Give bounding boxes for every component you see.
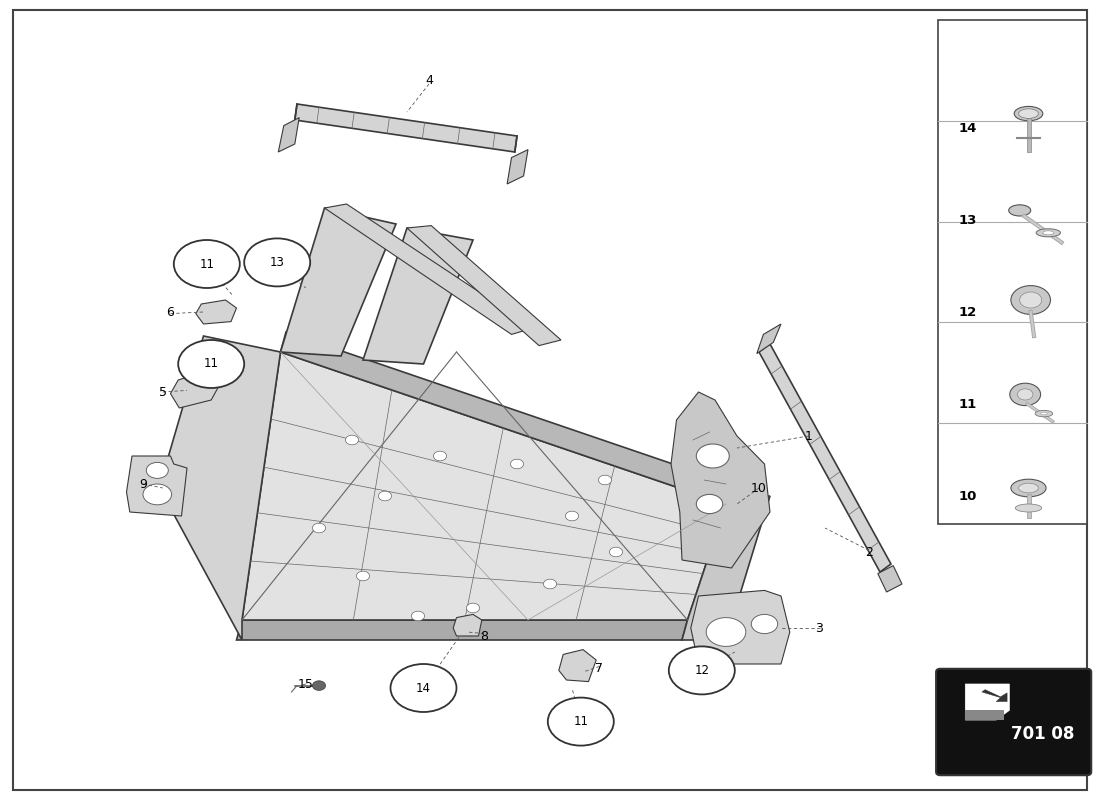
Polygon shape bbox=[242, 352, 726, 620]
Text: 10: 10 bbox=[958, 490, 977, 502]
Text: 9: 9 bbox=[139, 478, 147, 490]
Circle shape bbox=[1010, 383, 1041, 406]
Polygon shape bbox=[878, 566, 902, 592]
Circle shape bbox=[143, 484, 172, 505]
Polygon shape bbox=[196, 300, 236, 324]
Ellipse shape bbox=[1041, 413, 1047, 414]
Ellipse shape bbox=[1036, 229, 1060, 237]
Text: 2: 2 bbox=[865, 546, 873, 558]
Circle shape bbox=[378, 491, 392, 501]
Circle shape bbox=[543, 579, 557, 589]
Circle shape bbox=[146, 462, 168, 478]
Text: 7: 7 bbox=[595, 662, 604, 674]
Circle shape bbox=[411, 611, 425, 621]
Ellipse shape bbox=[1015, 504, 1042, 512]
Text: 5: 5 bbox=[158, 386, 167, 398]
Polygon shape bbox=[759, 344, 891, 572]
Text: 15: 15 bbox=[298, 678, 314, 690]
Text: 11: 11 bbox=[199, 258, 214, 270]
Polygon shape bbox=[453, 614, 482, 636]
Circle shape bbox=[1020, 292, 1042, 308]
Polygon shape bbox=[324, 204, 534, 334]
Circle shape bbox=[312, 523, 326, 533]
Circle shape bbox=[244, 238, 310, 286]
Text: 4: 4 bbox=[425, 74, 433, 86]
Polygon shape bbox=[559, 650, 596, 682]
Polygon shape bbox=[236, 620, 688, 640]
Polygon shape bbox=[160, 336, 280, 640]
Bar bbox=[938, 20, 1087, 524]
Text: 6: 6 bbox=[166, 306, 175, 318]
Circle shape bbox=[345, 435, 359, 445]
Circle shape bbox=[466, 603, 480, 613]
Circle shape bbox=[356, 571, 370, 581]
Text: 11: 11 bbox=[958, 398, 977, 410]
Circle shape bbox=[1018, 389, 1033, 400]
Polygon shape bbox=[691, 590, 790, 664]
Text: 12: 12 bbox=[694, 664, 710, 677]
Text: 12: 12 bbox=[958, 306, 977, 318]
Text: 1: 1 bbox=[804, 430, 813, 442]
Ellipse shape bbox=[1014, 106, 1043, 121]
Text: 13: 13 bbox=[270, 256, 285, 269]
Circle shape bbox=[696, 444, 729, 468]
Circle shape bbox=[510, 459, 524, 469]
Circle shape bbox=[669, 646, 735, 694]
Circle shape bbox=[312, 681, 326, 690]
Text: 13: 13 bbox=[958, 214, 977, 226]
Text: 11: 11 bbox=[204, 358, 219, 370]
Polygon shape bbox=[671, 392, 770, 568]
Polygon shape bbox=[280, 208, 396, 356]
Text: 14: 14 bbox=[958, 122, 977, 134]
Polygon shape bbox=[407, 226, 561, 346]
Ellipse shape bbox=[1019, 109, 1038, 118]
Circle shape bbox=[609, 547, 623, 557]
Text: 11: 11 bbox=[573, 715, 588, 728]
Circle shape bbox=[178, 340, 244, 388]
Polygon shape bbox=[126, 456, 187, 516]
Polygon shape bbox=[982, 690, 1008, 702]
Polygon shape bbox=[170, 372, 220, 408]
Ellipse shape bbox=[1011, 479, 1046, 497]
Text: 3: 3 bbox=[815, 622, 824, 634]
Polygon shape bbox=[757, 324, 781, 354]
Circle shape bbox=[433, 451, 447, 461]
Circle shape bbox=[174, 240, 240, 288]
Circle shape bbox=[390, 664, 456, 712]
Polygon shape bbox=[682, 496, 770, 640]
Polygon shape bbox=[280, 332, 732, 504]
Circle shape bbox=[548, 698, 614, 746]
Text: 8: 8 bbox=[480, 630, 488, 642]
Circle shape bbox=[706, 618, 746, 646]
Polygon shape bbox=[278, 118, 299, 152]
FancyBboxPatch shape bbox=[936, 669, 1091, 775]
Polygon shape bbox=[295, 104, 517, 152]
Text: 10: 10 bbox=[751, 482, 767, 494]
Bar bbox=[966, 710, 1004, 720]
Ellipse shape bbox=[1035, 410, 1053, 417]
Circle shape bbox=[696, 494, 723, 514]
Circle shape bbox=[1011, 286, 1050, 314]
Circle shape bbox=[565, 511, 579, 521]
Text: 14: 14 bbox=[416, 682, 431, 694]
Circle shape bbox=[598, 475, 612, 485]
Circle shape bbox=[751, 614, 778, 634]
Polygon shape bbox=[507, 150, 528, 184]
Ellipse shape bbox=[1043, 231, 1054, 235]
Polygon shape bbox=[363, 228, 473, 364]
Ellipse shape bbox=[1009, 205, 1031, 216]
Ellipse shape bbox=[1019, 483, 1038, 493]
Polygon shape bbox=[966, 684, 1010, 720]
Text: 701 08: 701 08 bbox=[1011, 725, 1075, 743]
